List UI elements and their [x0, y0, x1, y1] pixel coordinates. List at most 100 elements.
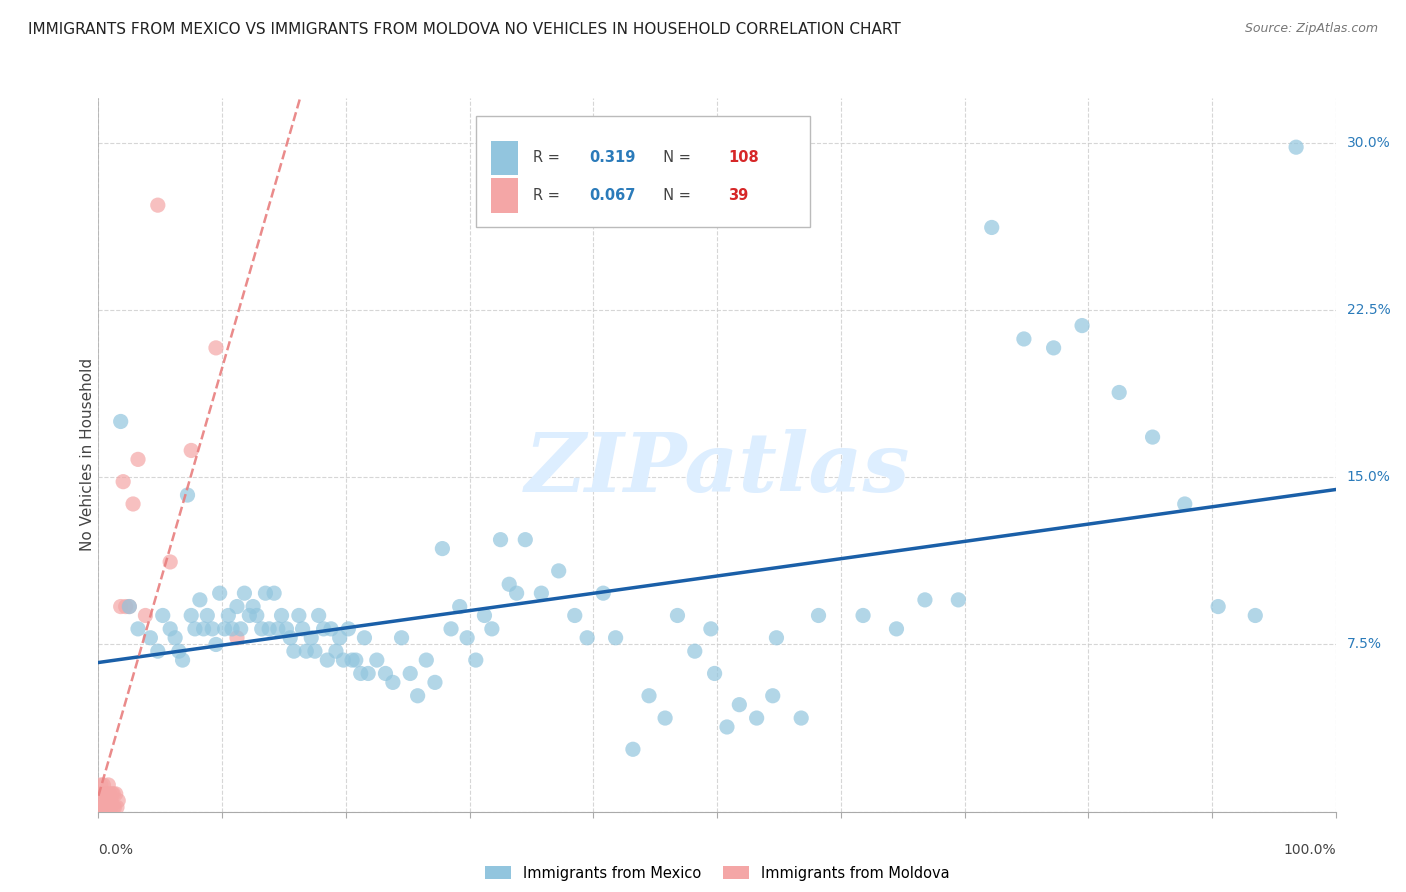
Point: [291, 622, 314, 636]
Legend: Immigrants from Mexico, Immigrants from Moldova: Immigrants from Mexico, Immigrants from …: [479, 860, 955, 887]
Point: [118, 599, 141, 614]
Point: [1012, 332, 1035, 346]
Point: [391, 631, 413, 645]
Point: [381, 675, 404, 690]
Point: [308, 608, 330, 623]
Point: [337, 622, 360, 636]
Point: [270, 608, 292, 623]
Point: [127, 452, 149, 467]
Point: [172, 653, 194, 667]
Point: [93, 787, 115, 801]
Point: [250, 622, 273, 636]
Point: [184, 622, 207, 636]
Point: [94, 787, 117, 801]
Point: [456, 631, 478, 645]
Point: [886, 622, 908, 636]
Point: [93, 794, 115, 808]
Point: [547, 564, 569, 578]
FancyBboxPatch shape: [475, 116, 810, 227]
Point: [146, 644, 169, 658]
Point: [1142, 430, 1164, 444]
Point: [728, 698, 751, 712]
Point: [1285, 140, 1308, 154]
Point: [246, 608, 269, 623]
Point: [353, 631, 375, 645]
Point: [325, 644, 347, 658]
Point: [226, 631, 249, 645]
Text: 100.0%: 100.0%: [1284, 843, 1336, 857]
Point: [592, 586, 614, 600]
Text: 15.0%: 15.0%: [1347, 470, 1391, 484]
Point: [914, 592, 936, 607]
Point: [288, 608, 311, 623]
Point: [1108, 385, 1130, 400]
Point: [357, 666, 380, 681]
Point: [415, 653, 437, 667]
Point: [242, 599, 264, 614]
Point: [621, 742, 644, 756]
Point: [159, 555, 181, 569]
Point: [564, 608, 586, 623]
Point: [96, 787, 118, 801]
Point: [118, 599, 141, 614]
Point: [515, 533, 537, 547]
Point: [530, 586, 553, 600]
Point: [100, 800, 122, 814]
Point: [180, 443, 202, 458]
Point: [127, 622, 149, 636]
Text: N =: N =: [654, 188, 696, 203]
Point: [654, 711, 676, 725]
Point: [229, 622, 252, 636]
Point: [112, 475, 135, 489]
Text: Source: ZipAtlas.com: Source: ZipAtlas.com: [1244, 22, 1378, 36]
Point: [295, 644, 318, 658]
Point: [97, 778, 120, 792]
Text: 0.0%: 0.0%: [98, 843, 134, 857]
Point: [1071, 318, 1094, 333]
Point: [263, 586, 285, 600]
Point: [464, 653, 486, 667]
Point: [1206, 599, 1229, 614]
Point: [176, 488, 198, 502]
Point: [312, 622, 335, 636]
Point: [278, 631, 301, 645]
Point: [700, 622, 723, 636]
FancyBboxPatch shape: [491, 141, 517, 175]
Point: [257, 622, 280, 636]
Point: [134, 608, 156, 623]
Point: [440, 622, 463, 636]
Point: [340, 653, 363, 667]
Point: [299, 631, 322, 645]
Point: [110, 414, 132, 429]
FancyBboxPatch shape: [491, 178, 517, 212]
Point: [432, 541, 454, 556]
Point: [100, 794, 122, 808]
Point: [214, 622, 236, 636]
Point: [98, 787, 121, 801]
Point: [489, 533, 512, 547]
Point: [233, 586, 256, 600]
Point: [852, 608, 875, 623]
Point: [98, 800, 121, 814]
Text: 0.319: 0.319: [589, 151, 636, 166]
Text: N =: N =: [654, 151, 696, 166]
Point: [105, 800, 128, 814]
Point: [276, 622, 298, 636]
Point: [97, 794, 120, 808]
Point: [449, 599, 471, 614]
Text: R =: R =: [533, 188, 564, 203]
Point: [167, 644, 190, 658]
Point: [90, 778, 112, 792]
Point: [254, 586, 277, 600]
Point: [221, 622, 243, 636]
Point: [762, 689, 785, 703]
Point: [238, 608, 260, 623]
Point: [683, 644, 706, 658]
Point: [217, 608, 239, 623]
Point: [406, 689, 429, 703]
Point: [91, 787, 114, 801]
Point: [980, 220, 1002, 235]
Point: [948, 592, 970, 607]
Point: [205, 637, 228, 651]
Point: [474, 608, 496, 623]
